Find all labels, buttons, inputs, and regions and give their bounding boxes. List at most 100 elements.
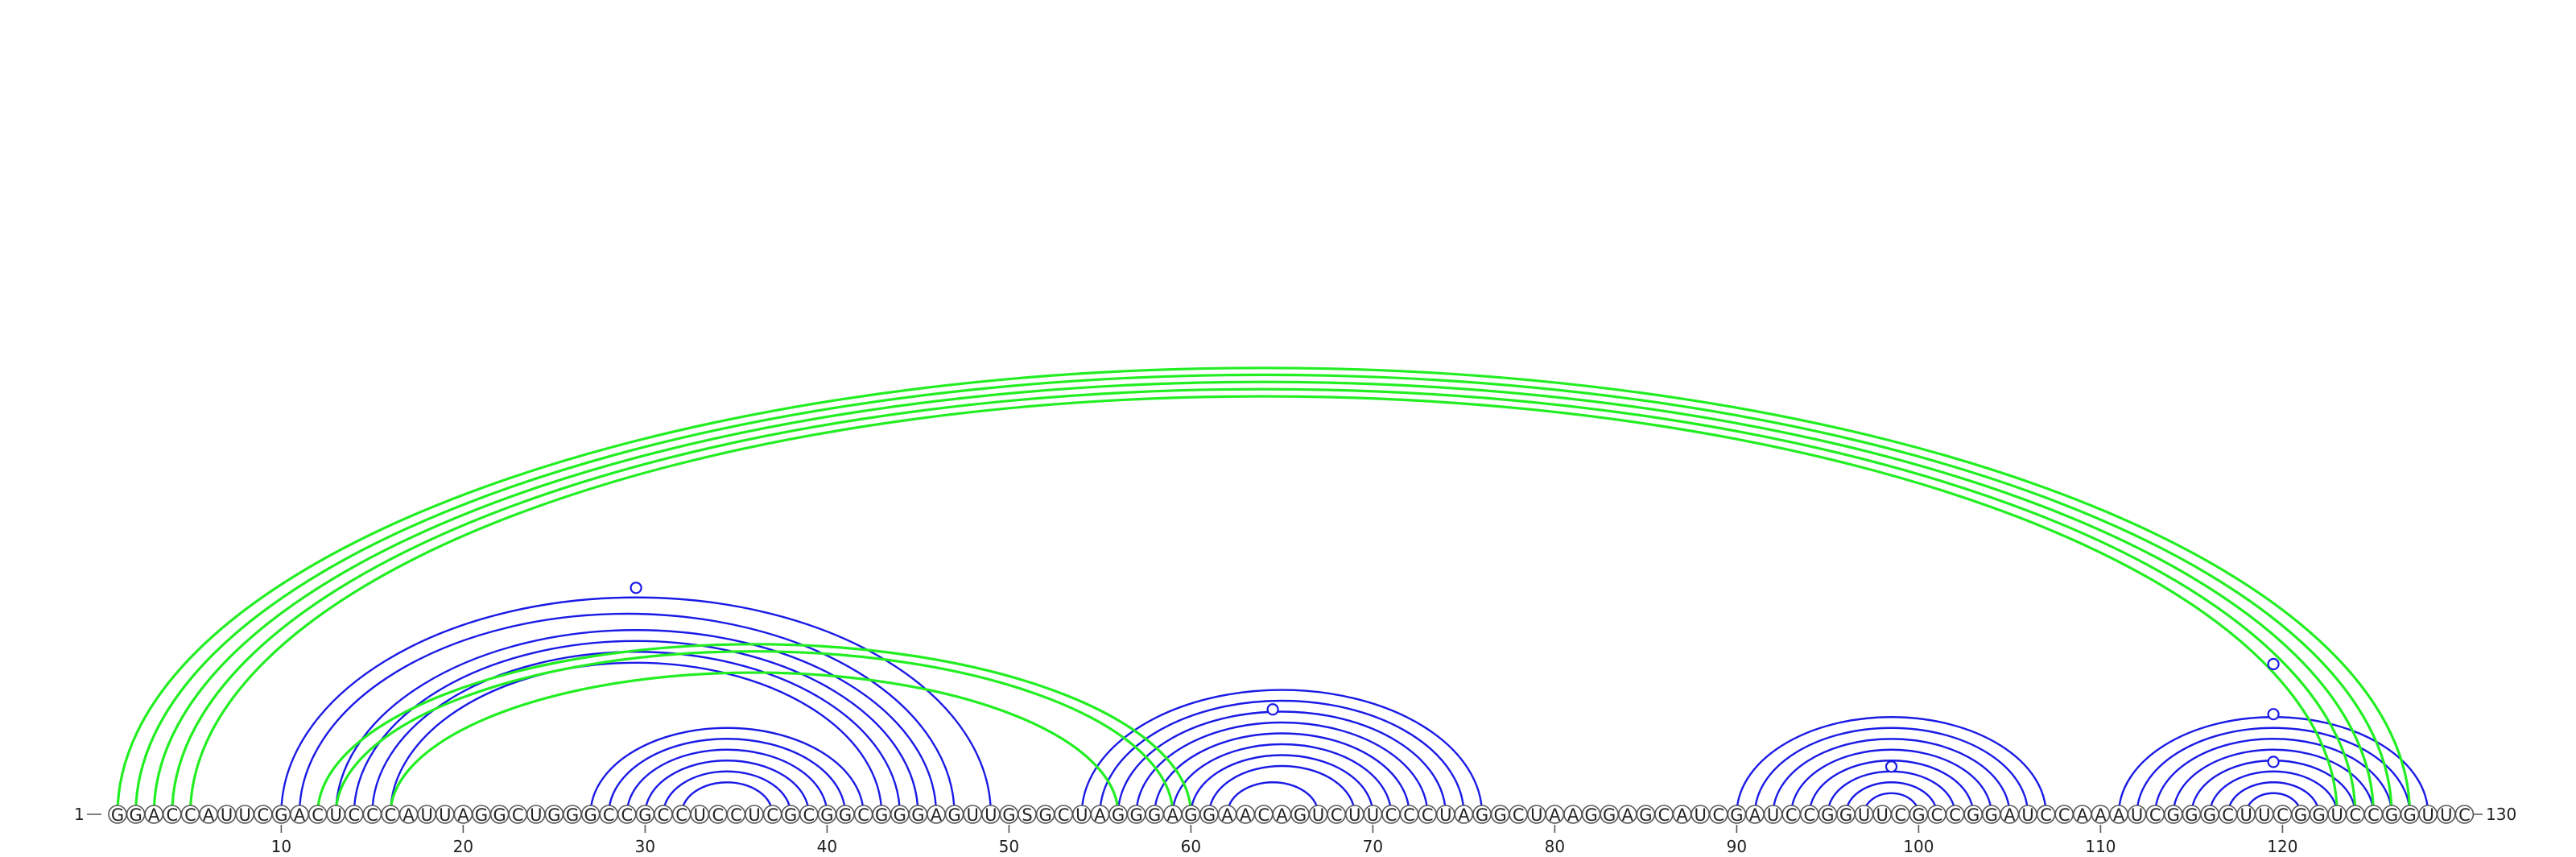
- nucleotide-letter: G: [2312, 805, 2325, 825]
- base-pair-arc: [1154, 732, 1410, 815]
- nucleotide: U: [1872, 805, 1892, 825]
- sequence-end-label: 130: [2486, 805, 2516, 824]
- nucleotide: G: [108, 805, 127, 825]
- nucleotide: C: [671, 805, 691, 825]
- nucleotide-letter: G: [1038, 805, 1051, 825]
- nucleotide: G: [1199, 805, 1219, 825]
- nucleotide: A: [2091, 805, 2111, 825]
- nucleotide-letter: C: [166, 805, 178, 825]
- nucleotide: G: [2309, 805, 2329, 825]
- base-pair-arc: [2136, 727, 2411, 815]
- nucleotide: G: [1836, 805, 1856, 825]
- nucleotide: G: [836, 805, 855, 825]
- nucleotide-letter: G: [947, 805, 960, 825]
- nucleotide: C: [1399, 805, 1419, 825]
- nucleotide-letter: U: [1767, 805, 1779, 825]
- nucleotide: G: [2382, 805, 2401, 825]
- nucleotide: A: [1090, 805, 1110, 825]
- base-pair-arc: [608, 738, 847, 815]
- base-pair-arc: [335, 629, 938, 815]
- nucleotide: C: [1709, 805, 1728, 825]
- nucleotide: G: [999, 805, 1019, 825]
- nucleotide: C: [1781, 805, 1801, 825]
- nucleotide-letter: C: [1257, 805, 1269, 825]
- nucleotide-letter: U: [1367, 805, 1379, 825]
- nucleotide: U: [1308, 805, 1328, 825]
- nucleotide-letter: U: [694, 805, 706, 825]
- nucleotide: C: [1054, 805, 1073, 825]
- base-pair-arc: [1226, 781, 1319, 815]
- nucleotide-letter: A: [294, 805, 306, 825]
- nucleotide: U: [1436, 805, 1455, 825]
- nucleotide-letter: A: [1622, 805, 1634, 825]
- arc-marker: [1266, 703, 1279, 716]
- nucleotide: A: [1618, 805, 1637, 825]
- nucleotide: U: [2127, 805, 2147, 825]
- nucleotide: U: [526, 805, 546, 825]
- nucleotide-letter: C: [1931, 805, 1943, 825]
- nucleotide-letter: G: [2203, 805, 2216, 825]
- nucleotide-letter: G: [2167, 805, 2180, 825]
- nucleotide-letter: U: [967, 805, 979, 825]
- nucleotide: C: [2036, 805, 2056, 825]
- base-pair-arcs: [116, 366, 2429, 815]
- nucleotide: G: [944, 805, 964, 825]
- nucleotide-letter: C: [857, 805, 869, 825]
- nucleotide-letter: G: [839, 805, 852, 825]
- nucleotide-letter: C: [1658, 805, 1670, 825]
- nucleotide: U: [745, 805, 764, 825]
- nucleotide: A: [2109, 805, 2128, 825]
- nucleotide-letter: U: [1695, 805, 1707, 825]
- nucleotide-letter: G: [1912, 805, 1925, 825]
- nucleotide-letter: G: [1603, 805, 1616, 825]
- nucleotide-letter: C: [2149, 805, 2161, 825]
- axis-tick: 70: [1363, 825, 1383, 856]
- nucleotide: C: [1418, 805, 1437, 825]
- nucleotide: C: [1327, 805, 1346, 825]
- nucleotide-letter: C: [712, 805, 724, 825]
- tick-label: 50: [999, 837, 1019, 856]
- nucleotide-letter: G: [1476, 805, 1488, 825]
- base-pair-arc: [1117, 710, 1447, 815]
- nucleotide-letter: A: [1676, 805, 1688, 825]
- nucleotide-letter: U: [1348, 805, 1360, 825]
- nucleotide: A: [1236, 805, 1255, 825]
- tick-label: 110: [2085, 837, 2116, 856]
- nucleotide-letter: G: [275, 805, 287, 825]
- nucleotide: U: [1854, 805, 1874, 825]
- base-pair-arc: [371, 651, 901, 815]
- nucleotide: C: [617, 805, 637, 825]
- nucleotide: G: [1126, 805, 1146, 825]
- base-pair-arc: [589, 727, 865, 815]
- nucleotide-letter: C: [803, 805, 815, 825]
- nucleotide-letter: U: [530, 805, 542, 825]
- pseudoknot-arc: [152, 380, 2375, 815]
- nucleotide-letter: A: [1221, 805, 1233, 825]
- nucleotide: G: [1181, 805, 1201, 825]
- nucleotide: C: [2145, 805, 2165, 825]
- nucleotide: U: [1690, 805, 1710, 825]
- nucleotide-letter: A: [2095, 805, 2107, 825]
- nucleotide: U: [417, 805, 437, 825]
- tick-label: 100: [1903, 837, 1934, 856]
- nucleotide: G: [1145, 805, 1164, 825]
- nucleotide-letter: C: [603, 805, 615, 825]
- nucleotide-letter: C: [1331, 805, 1343, 825]
- nucleotide: U: [1763, 805, 1783, 825]
- base-pair-arc: [625, 748, 828, 815]
- nucleotide: A: [1745, 805, 1765, 825]
- nucleotide: C: [1891, 805, 1910, 825]
- nucleotide-letter: C: [2058, 805, 2070, 825]
- nucleotide-letter: U: [1530, 805, 1542, 825]
- nucleotide-letter: C: [2222, 805, 2234, 825]
- nucleotide-letter: G: [1184, 805, 1197, 825]
- nucleotide: U: [2255, 805, 2274, 825]
- base-pair-arc: [2172, 748, 2375, 815]
- base-pair-arc: [2208, 770, 2339, 815]
- nucleotide-letter: C: [1785, 805, 1798, 825]
- nucleotide: C: [308, 805, 328, 825]
- base-pair-arc: [1736, 716, 2047, 815]
- nucleotide: C: [2454, 805, 2475, 825]
- nucleotide: C: [163, 805, 182, 825]
- tick-label: 20: [453, 837, 473, 856]
